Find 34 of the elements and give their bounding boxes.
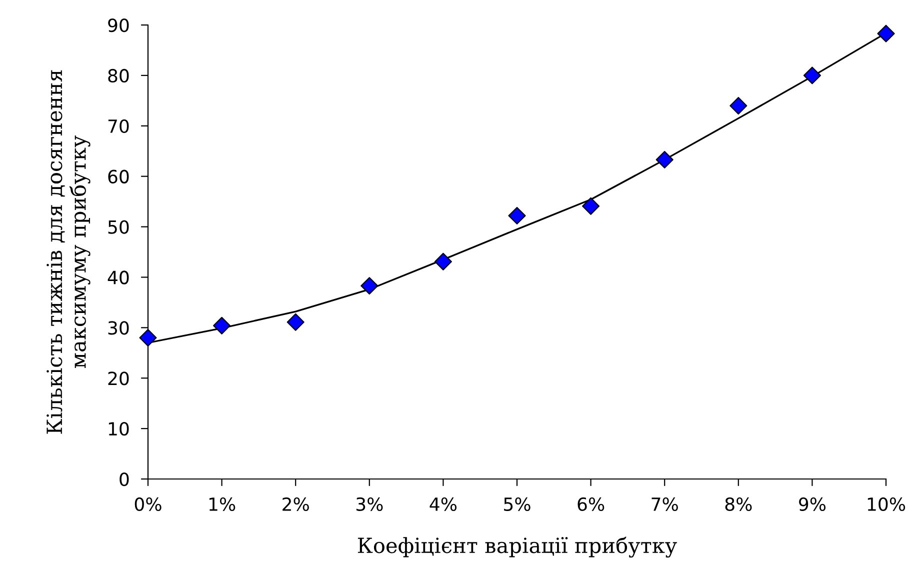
point xyxy=(803,66,821,84)
y-tick-label: 40 xyxy=(108,270,129,284)
x-tick-label: 10% xyxy=(868,497,906,512)
y-tick-label: 0 xyxy=(120,472,129,486)
y-axis-title: Кількість тижнів для досягнення максимуму прибутку xyxy=(46,70,90,434)
y-tick-label: 70 xyxy=(108,119,129,134)
point xyxy=(582,197,600,215)
x-tick-label: 6% xyxy=(578,497,604,512)
point xyxy=(508,206,526,224)
y-tick-label: 90 xyxy=(108,18,129,32)
x-tick-label: 2% xyxy=(282,497,309,512)
y-tick-label: 60 xyxy=(108,170,129,184)
point xyxy=(139,328,157,347)
x-tick-label: 9% xyxy=(799,497,826,512)
x-tick-label: 3% xyxy=(356,497,383,512)
x-axis-title: Коефіцієнт варіації прибутку xyxy=(358,536,677,558)
point xyxy=(730,96,748,114)
y-tick-label: 10 xyxy=(108,422,129,436)
point xyxy=(877,24,895,42)
x-tick-label: 7% xyxy=(652,497,678,512)
y-tick-label: 30 xyxy=(108,321,129,335)
point xyxy=(656,150,674,168)
y-tick-label: 50 xyxy=(108,220,129,234)
point xyxy=(213,316,231,334)
x-tick-label: 0% xyxy=(134,497,162,512)
point xyxy=(434,252,452,270)
x-tick-label: 1% xyxy=(209,497,236,512)
x-tick-label: 8% xyxy=(725,497,752,512)
y-tick-label: 80 xyxy=(108,68,129,83)
point xyxy=(286,313,304,331)
point xyxy=(360,277,378,295)
x-tick-label: 5% xyxy=(504,497,530,512)
y-tick-label: 20 xyxy=(108,372,129,386)
x-tick-label: 4% xyxy=(430,497,457,512)
